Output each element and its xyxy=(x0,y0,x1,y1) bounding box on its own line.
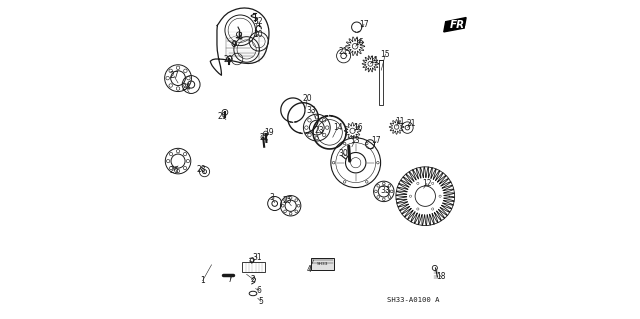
Text: 32: 32 xyxy=(253,17,262,26)
Text: 25: 25 xyxy=(283,197,292,205)
Text: 11: 11 xyxy=(395,117,404,126)
Text: 29: 29 xyxy=(218,112,227,121)
Text: 2: 2 xyxy=(251,275,255,284)
Text: 31: 31 xyxy=(252,253,262,262)
Text: 3: 3 xyxy=(269,193,274,202)
Text: 27: 27 xyxy=(169,71,179,80)
Text: 11: 11 xyxy=(369,56,378,65)
Text: 20: 20 xyxy=(303,94,312,103)
Text: 33: 33 xyxy=(381,186,390,195)
Text: SH33: SH33 xyxy=(317,262,328,266)
Text: 17: 17 xyxy=(371,137,381,145)
Text: 29: 29 xyxy=(223,55,233,63)
Text: 17: 17 xyxy=(359,20,369,29)
Text: 12: 12 xyxy=(422,179,431,188)
Text: 7: 7 xyxy=(228,275,232,284)
Text: 21: 21 xyxy=(338,47,348,56)
Text: 21: 21 xyxy=(406,119,415,128)
Circle shape xyxy=(261,135,266,139)
Text: 33: 33 xyxy=(306,106,316,115)
Text: 16: 16 xyxy=(353,123,362,132)
Text: 30: 30 xyxy=(338,149,348,158)
Text: 6: 6 xyxy=(257,286,262,295)
Text: 24: 24 xyxy=(181,83,191,92)
Text: 23: 23 xyxy=(314,126,324,135)
Text: 18: 18 xyxy=(436,272,446,281)
Text: FR.: FR. xyxy=(449,19,469,30)
Text: 28: 28 xyxy=(196,165,206,174)
Text: 9: 9 xyxy=(232,40,236,49)
Text: 10: 10 xyxy=(253,30,262,39)
Text: 5: 5 xyxy=(259,297,264,306)
Text: 22: 22 xyxy=(259,133,269,142)
Polygon shape xyxy=(444,18,466,32)
FancyBboxPatch shape xyxy=(242,262,265,272)
Text: SH33-A0100 A: SH33-A0100 A xyxy=(387,297,440,303)
Text: 16: 16 xyxy=(354,38,364,47)
Text: 4: 4 xyxy=(307,265,312,274)
Text: 14: 14 xyxy=(333,123,342,132)
Text: 1: 1 xyxy=(200,276,205,285)
Circle shape xyxy=(222,109,228,115)
Bar xyxy=(380,60,383,105)
Circle shape xyxy=(227,56,232,62)
Bar xyxy=(311,258,334,270)
Text: 15: 15 xyxy=(381,50,390,59)
Text: 13: 13 xyxy=(350,136,360,145)
Text: 8: 8 xyxy=(238,32,243,41)
Circle shape xyxy=(264,131,268,136)
Text: 19: 19 xyxy=(264,128,274,137)
Text: 26: 26 xyxy=(169,166,179,175)
